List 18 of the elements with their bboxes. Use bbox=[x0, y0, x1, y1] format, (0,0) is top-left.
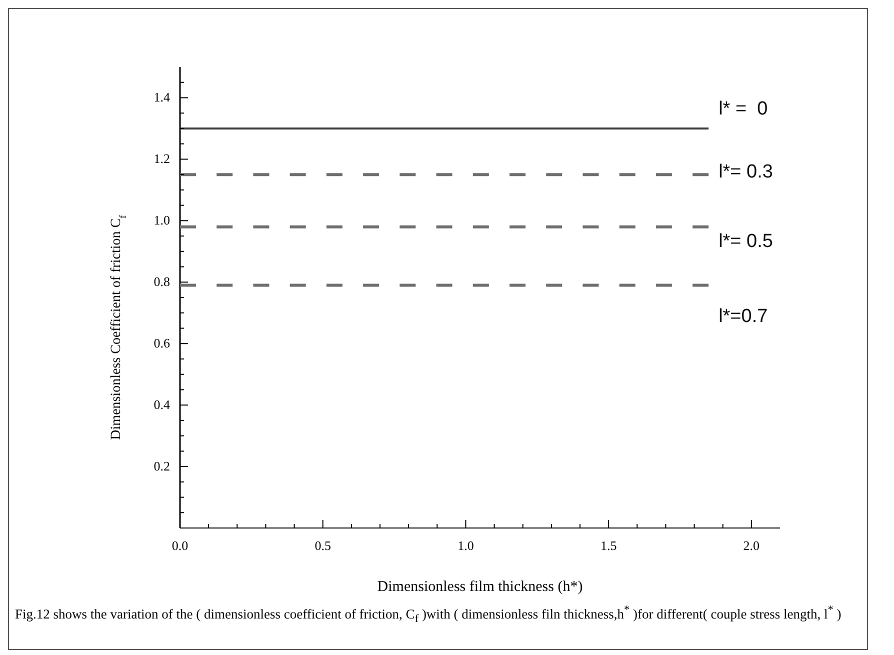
y-tick-label: 0.6 bbox=[154, 336, 170, 351]
y-tick-label: 1.0 bbox=[154, 212, 170, 228]
series-label: l*= 0.3 bbox=[718, 162, 773, 183]
x-axis-title: Dimensionless film thickness (h*) bbox=[377, 579, 583, 595]
x-tick-label: 2.0 bbox=[743, 538, 760, 553]
caption: Fig.12 shows the variation of the ( dimensionless coefficient of friction, C$_{f}$ )with ( dimensionless filn thickness,h$^{*}$ )for different( couple stress length, l$^{*}$ ) bbox=[15, 603, 842, 628]
x-tick-label: 1.5 bbox=[600, 538, 617, 553]
y-tick-label: 1.4 bbox=[154, 90, 170, 105]
y-tick-label: 0.4 bbox=[154, 397, 170, 412]
series-label: l*=0.7 bbox=[718, 306, 768, 328]
series-label: l*= 0.5 bbox=[718, 230, 773, 252]
y-tick-label: 0.8 bbox=[154, 274, 170, 290]
y-tick-label: 0.2 bbox=[154, 458, 170, 474]
series-label: l* = 0 bbox=[718, 98, 768, 120]
x-tick-label: 0.5 bbox=[314, 538, 331, 553]
y-tick-label: 1.2 bbox=[154, 151, 170, 166]
x-tick-label: 1.0 bbox=[458, 538, 474, 553]
x-tick-label: 0.0 bbox=[172, 538, 188, 553]
